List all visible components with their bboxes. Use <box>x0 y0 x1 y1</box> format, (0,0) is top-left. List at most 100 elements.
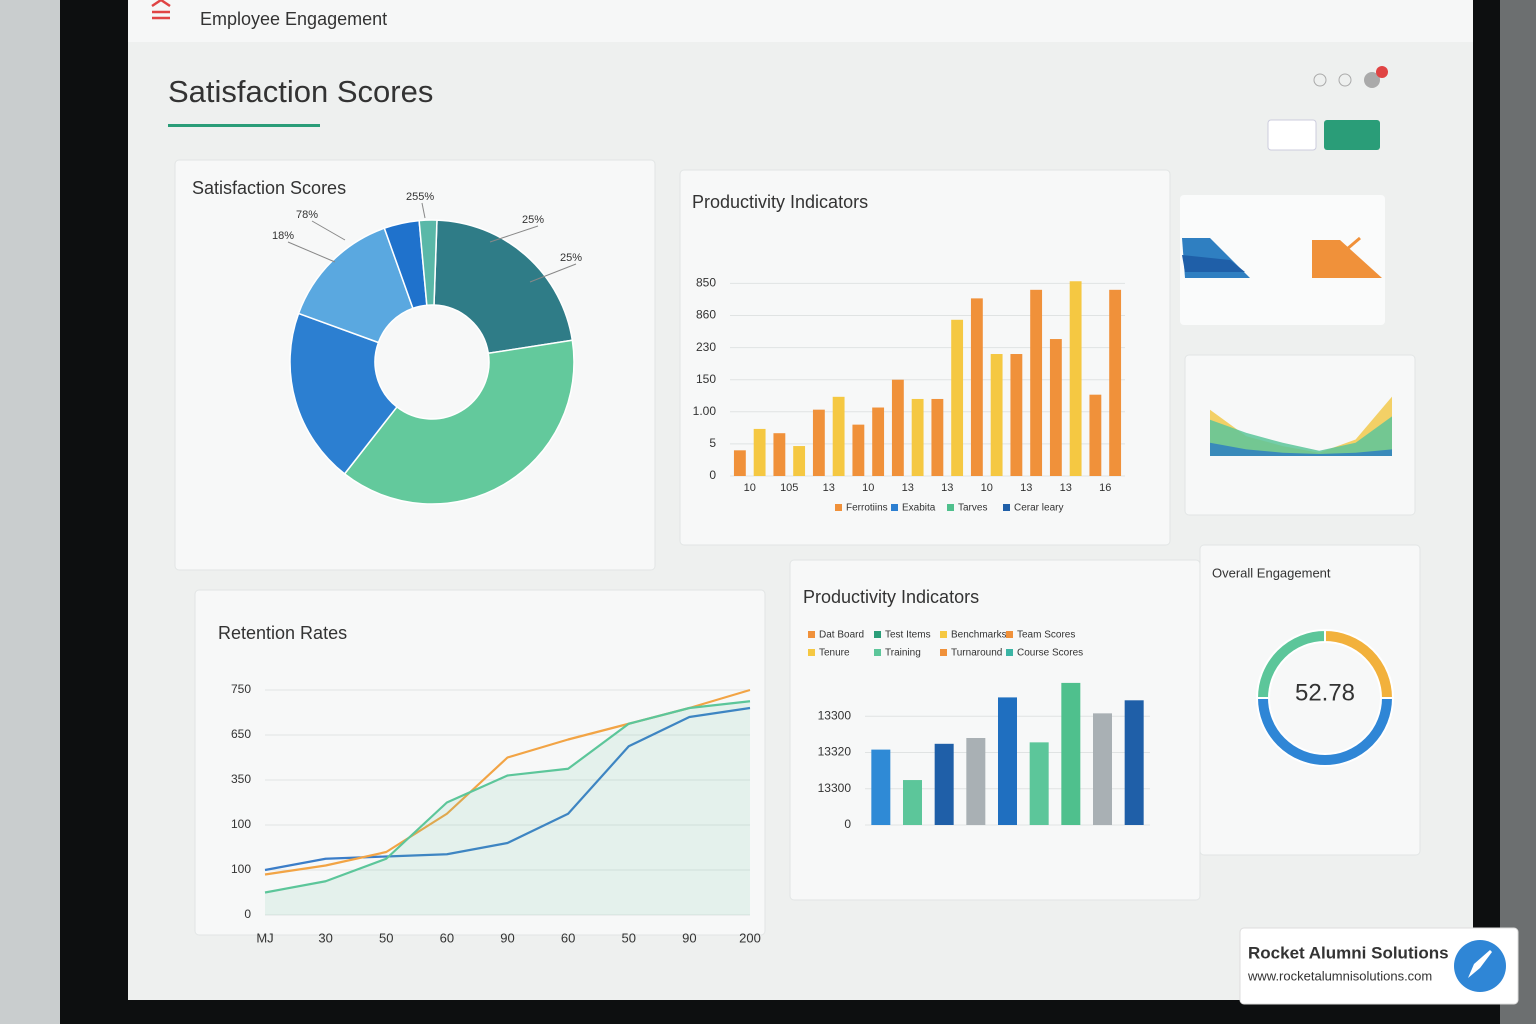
legend-label: Training <box>885 648 921 659</box>
callout-label: 78% <box>296 209 318 221</box>
gauge-segment <box>1255 628 1326 699</box>
rocket-icon <box>1468 950 1492 978</box>
legend-label: Turnaround <box>951 648 1002 659</box>
y-tick-label: 850 <box>696 276 716 290</box>
bar <box>793 446 806 476</box>
x-tick-label: MJ <box>256 930 273 945</box>
x-tick-label: 13 <box>823 482 835 494</box>
bar <box>1061 682 1081 825</box>
line <box>264 706 751 872</box>
x-tick-label: 13 <box>1060 482 1072 494</box>
legend-label: Tenure <box>819 648 850 659</box>
legend-swatch <box>891 504 898 511</box>
brand-box <box>1239 927 1519 1005</box>
bar <box>872 407 885 476</box>
legend-swatch <box>947 504 954 511</box>
callout-line <box>421 202 426 219</box>
panel <box>1199 544 1421 856</box>
y-tick-label: 13300 <box>818 781 852 795</box>
app-name: Employee Engagement <box>200 9 387 29</box>
panel-title: Overall Engagement <box>1212 565 1331 580</box>
x-tick-label: 50 <box>622 930 636 945</box>
donut-slice <box>343 339 575 505</box>
bar <box>1030 289 1043 476</box>
legend-swatch <box>808 649 815 656</box>
panel <box>1184 354 1416 516</box>
bar <box>931 398 944 476</box>
mini-shape <box>1182 255 1245 272</box>
icon[interactable] <box>1313 73 1327 87</box>
panel <box>194 589 766 936</box>
y-tick-label: 0 <box>244 907 251 921</box>
panel-title: Productivity Indicators <box>803 587 979 607</box>
y-tick-label: 650 <box>231 727 251 741</box>
bar <box>990 354 1003 476</box>
y-tick-label: 750 <box>231 682 251 696</box>
line <box>264 700 751 894</box>
bar <box>812 409 825 476</box>
legend-label: Ferrotiins <box>846 503 888 514</box>
mini-shape <box>1312 240 1382 278</box>
callout-line <box>287 241 336 263</box>
bar <box>934 743 954 825</box>
legend-swatch <box>940 649 947 656</box>
app-logo <box>151 0 171 20</box>
y-tick-label: 860 <box>696 308 716 322</box>
avatar[interactable] <box>1364 72 1380 88</box>
legend-swatch <box>1003 504 1010 511</box>
notification-badge <box>1376 66 1388 78</box>
x-tick-label: 13 <box>902 482 914 494</box>
donut-slice <box>418 219 438 307</box>
bar <box>773 433 786 476</box>
primary-button[interactable] <box>1324 120 1380 150</box>
legend-label: Cerar leary <box>1014 503 1063 514</box>
x-tick-label: 10 <box>744 482 756 494</box>
bar <box>998 697 1017 825</box>
y-tick-label: 5 <box>709 436 716 450</box>
brand-name: Rocket Alumni Solutions <box>1248 943 1449 962</box>
legend-label: Course Scores <box>1017 648 1083 659</box>
brand-card: Rocket Alumni Solutions www.rocketalumni… <box>1239 927 1519 1005</box>
callout-line <box>311 220 346 241</box>
bar <box>966 738 986 825</box>
panels: Satisfaction Scores 78%18% 255% 25% 25% Produ… <box>174 159 1421 945</box>
bar <box>733 450 746 476</box>
callout-line <box>529 263 577 283</box>
secondary-button[interactable] <box>1267 119 1317 151</box>
legend-swatch <box>940 631 947 638</box>
donut-slice <box>433 219 574 355</box>
y-tick-label: 100 <box>231 817 251 831</box>
bar <box>911 398 924 476</box>
callout-label: 18% <box>272 230 294 242</box>
y-tick-label: 150 <box>696 372 716 386</box>
legend-swatch <box>874 631 881 638</box>
bar <box>832 396 845 476</box>
bar <box>891 379 904 476</box>
bar <box>970 298 983 476</box>
legend-label: Benchmarks <box>951 630 1007 641</box>
callout-label: 25% <box>560 252 582 264</box>
x-tick-label: 13 <box>941 482 953 494</box>
y-tick-label: 350 <box>231 772 251 786</box>
callout-line <box>489 225 539 243</box>
legend-swatch <box>835 504 842 511</box>
panel <box>174 159 656 571</box>
legend-label: Team Scores <box>1017 630 1075 641</box>
area <box>1210 442 1392 456</box>
top-bar <box>128 0 1473 42</box>
area-fill <box>265 701 750 915</box>
y-tick-label: 0 <box>709 468 716 482</box>
panel-title: Satisfaction Scores <box>192 178 346 198</box>
x-tick-label: 90 <box>500 930 514 945</box>
gauge-value: 52.78 <box>1295 679 1355 706</box>
callout-label: 25% <box>522 214 544 226</box>
page-title: Satisfaction Scores <box>168 74 433 109</box>
legend-label: Exabita <box>902 503 936 514</box>
panel-title: Retention Rates <box>218 623 347 643</box>
panel-title: Productivity Indicators <box>692 192 868 212</box>
y-tick-label: 1.00 <box>693 404 717 418</box>
bar <box>753 428 766 476</box>
icon[interactable] <box>1338 73 1352 87</box>
bar <box>1109 289 1122 476</box>
